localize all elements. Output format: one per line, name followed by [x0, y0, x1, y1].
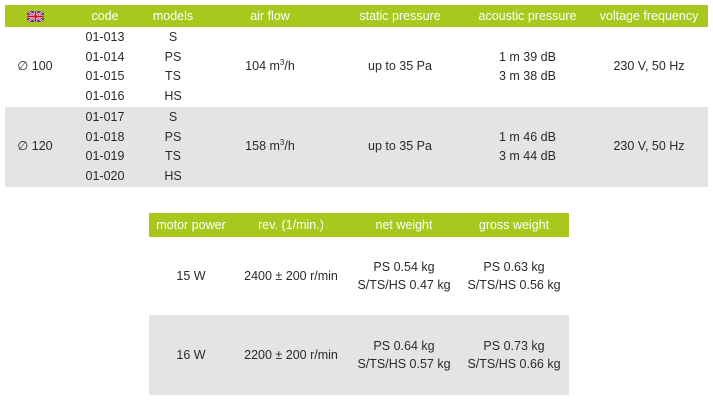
- code-cell: 01-013 01-014 01-015 01-016: [67, 27, 143, 107]
- gross-weight-value: PS 0.73 kg: [483, 339, 545, 353]
- net-weight-value: S/TS/HS 0.57 kg: [357, 357, 451, 371]
- table2-row: 16 W 2200 ± 200 r/min PS 0.64 kg S/TS/HS…: [149, 315, 569, 395]
- model-value: PS: [164, 49, 182, 64]
- model-value: S: [168, 30, 178, 44]
- acoustic-value: 3 m 44 dB: [499, 149, 556, 163]
- code-value: 01-016: [85, 88, 125, 103]
- gross-weight-cell: PS 0.63 kg S/TS/HS 0.56 kg: [459, 237, 569, 315]
- diameter-cell: ∅ 100: [17, 59, 53, 74]
- code-value: 01-015: [85, 69, 125, 83]
- flag-cell: [5, 5, 65, 27]
- code-value: 01-014: [85, 49, 125, 64]
- voltage-cell: 230 V, 50 Hz: [613, 139, 685, 154]
- voltage-cell: 230 V, 50 Hz: [613, 59, 685, 74]
- air-flow-value: 104 m3/h: [245, 58, 295, 74]
- gross-weight-value: S/TS/HS 0.56 kg: [467, 278, 561, 292]
- gross-weight-value: S/TS/HS 0.66 kg: [467, 357, 561, 371]
- table1-row: ∅ 120 01-017 01-018 01-019 01-020 S PS T…: [5, 107, 708, 187]
- table1-row: ∅ 100 01-013 01-014 01-015 01-016 S PS T…: [5, 27, 708, 107]
- acoustic-value: 1 m 39 dB: [499, 49, 556, 64]
- air-flow-value: 158 m3/h: [245, 138, 295, 154]
- header-code: code: [91, 9, 119, 23]
- header-models: models: [152, 9, 194, 23]
- rev-cell: 2200 ± 200 r/min: [244, 348, 338, 362]
- gross-weight-cell: PS 0.73 kg S/TS/HS 0.66 kg: [459, 315, 569, 395]
- code-value: 01-013: [85, 30, 125, 44]
- header-gross-weight: gross weight: [478, 218, 550, 232]
- uk-flag-icon: [26, 10, 44, 22]
- model-value: HS: [164, 88, 182, 103]
- acoustic-value: 1 m 46 dB: [499, 129, 556, 144]
- code-value: 01-019: [85, 149, 125, 163]
- net-weight-value: PS 0.64 kg: [373, 339, 435, 353]
- motor-power-cell: 15 W: [176, 269, 206, 283]
- header-static-pressure: static pressure: [359, 9, 441, 23]
- table1-header: code models air flow static pressure aco…: [5, 5, 708, 27]
- code-cell: 01-017 01-018 01-019 01-020: [67, 107, 143, 187]
- net-weight-value: PS 0.54 kg: [373, 260, 435, 274]
- static-pressure-cell: up to 35 Pa: [368, 59, 432, 74]
- table2-row: 15 W 2400 ± 200 r/min PS 0.54 kg S/TS/HS…: [149, 237, 569, 315]
- net-weight-cell: PS 0.54 kg S/TS/HS 0.47 kg: [349, 237, 459, 315]
- code-value: 01-018: [85, 129, 125, 144]
- acoustic-pressure-cell: 1 m 46 dB 3 m 44 dB: [465, 107, 590, 187]
- code-value: 01-017: [85, 110, 125, 124]
- model-value: TS: [165, 69, 181, 83]
- models-cell: S PS TS HS: [143, 107, 203, 187]
- header-air-flow: air flow: [250, 9, 290, 23]
- model-value: S: [168, 110, 178, 124]
- header-rev: rev. (1/min.): [258, 218, 324, 232]
- motor-power-cell: 16 W: [176, 348, 206, 362]
- code-value: 01-020: [85, 168, 125, 183]
- header-voltage-frequency: voltage frequency: [599, 9, 699, 23]
- net-weight-value: S/TS/HS 0.47 kg: [357, 278, 451, 292]
- gross-weight-value: PS 0.63 kg: [483, 260, 545, 274]
- static-pressure-cell: up to 35 Pa: [368, 139, 432, 154]
- air-flow-cell: 104 m3/h: [215, 27, 325, 107]
- air-flow-cell: 158 m3/h: [215, 107, 325, 187]
- table2-header: motor power rev. (1/min.) net weight gro…: [149, 213, 569, 237]
- header-motor-power: motor power: [156, 218, 226, 232]
- model-value: HS: [164, 168, 182, 183]
- model-value: TS: [165, 149, 181, 163]
- acoustic-value: 3 m 38 dB: [499, 69, 556, 83]
- net-weight-cell: PS 0.64 kg S/TS/HS 0.57 kg: [349, 315, 459, 395]
- rev-cell: 2400 ± 200 r/min: [244, 269, 338, 283]
- header-net-weight: net weight: [375, 218, 433, 232]
- diameter-cell: ∅ 120: [17, 139, 53, 154]
- model-value: PS: [164, 129, 182, 144]
- acoustic-pressure-cell: 1 m 39 dB 3 m 38 dB: [465, 27, 590, 107]
- header-acoustic-pressure: acoustic pressure: [478, 9, 577, 23]
- models-cell: S PS TS HS: [143, 27, 203, 107]
